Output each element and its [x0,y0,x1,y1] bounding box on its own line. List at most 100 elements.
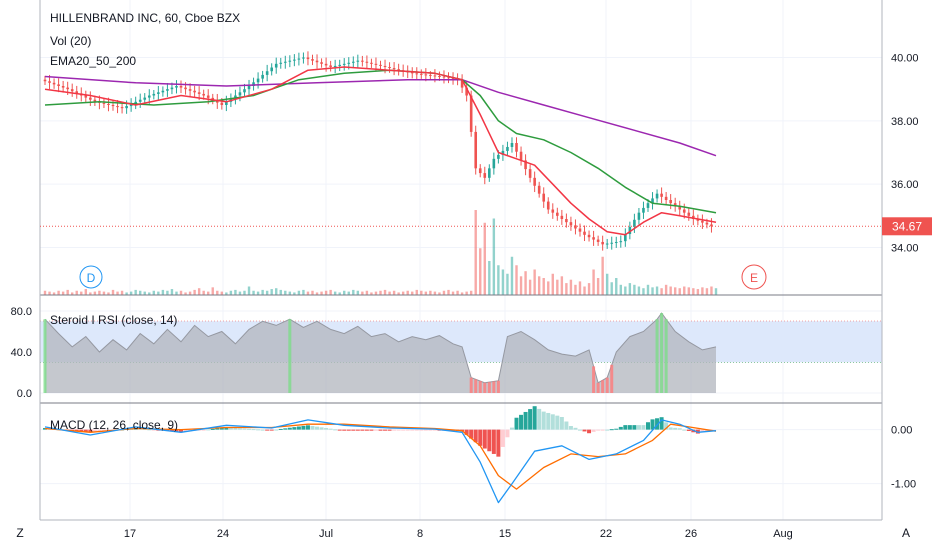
macd-histogram-bar [219,427,224,430]
candle-body [320,62,323,64]
volume-bar [551,273,554,295]
volume-bar [197,288,201,295]
volume-legend[interactable]: Vol (20) [50,34,91,48]
volume-bar [610,282,613,295]
volume-bar [66,289,69,295]
candle-body [660,193,663,197]
volume-bar [447,289,450,295]
volume-bar [170,289,174,295]
macd-histogram-bar [419,429,424,431]
macd-histogram-bar [582,429,587,432]
auto-scale-button[interactable]: A [902,526,910,540]
symbol-title[interactable]: HILLENBRAND INC, 60, Cboe BZX [50,11,240,25]
volume-bar [433,291,437,295]
volume-bar [43,290,47,295]
earnings-badge-label: E [750,271,758,285]
candle-body [157,92,160,94]
candle-body [252,82,255,86]
volume-bar [683,286,686,295]
volume-bar [302,289,305,295]
macd-histogram-bar [169,429,174,432]
macd-histogram-bar [70,429,75,431]
volume-bar [75,290,78,295]
candle-body [170,87,174,90]
candle-body [152,93,156,96]
rsi-legend[interactable]: Steroid I RSI (close, 14) [50,313,177,327]
macd-histogram-bar [256,429,261,431]
candle-body [206,95,210,98]
candle-body [596,239,600,242]
candle-body [478,168,482,174]
earnings-badge[interactable] [741,264,767,290]
macd-histogram-bar [677,428,682,430]
volume-bar [143,291,146,295]
time-axis-label: 8 [417,528,423,540]
time-axis-label: 15 [499,528,511,540]
macd-axis-label: -1.00 [891,479,916,491]
macd-histogram-bar [600,429,605,431]
macd-histogram-bar [546,412,551,430]
candle-body [415,73,419,75]
macd-histogram-bar [83,429,88,432]
volume-bar [510,256,514,295]
candle-body [710,224,713,227]
macd-histogram-bar [414,429,419,431]
candle-body [48,81,51,83]
macd-histogram-bar [310,425,315,430]
candle-body [515,143,518,152]
volume-bar [411,291,414,295]
volume-bar [279,289,282,295]
macd-histogram-bar [487,429,492,452]
candle-body [556,212,559,216]
rsi-plot [43,312,717,393]
volume-bar [596,278,600,295]
candle-body [116,106,119,108]
macd-histogram-bar [641,425,646,430]
volume-bar [460,292,464,295]
candle-body [102,102,106,104]
candle-body [66,87,69,90]
macd-histogram-bar [260,429,265,431]
dividend-badge[interactable] [79,265,103,289]
candle-body [193,90,196,93]
macd-histogram-bar [464,429,469,435]
candle-body [628,226,632,235]
volume-bar [220,291,224,295]
volume-bar [365,290,369,295]
candle-body [93,99,97,102]
macd-histogram-bar [396,429,401,431]
macd-histogram-bar [183,429,188,432]
zoom-button[interactable]: Z [16,526,23,540]
macd-histogram-bar [405,429,410,431]
ema-legend[interactable]: EMA20_50_200 [50,54,136,68]
candle-body [614,241,618,243]
volume-bar [497,265,500,295]
macd-histogram-bar [655,418,660,430]
macd-histogram-bar [328,428,333,430]
rsi-oversold-bar [492,381,496,393]
macd-histogram-bar [383,429,388,431]
rsi-overbought-bar [660,313,664,393]
volume-bar [673,287,677,295]
candle-body [460,79,464,88]
volume-bar [261,289,264,295]
volume-bar [619,284,622,295]
volume-bar [379,290,382,295]
macd-legend[interactable]: MACD (12, 26, close, 9) [50,418,178,432]
volume-bar [442,290,446,295]
macd-histogram-bar [292,427,297,430]
rsi-overbought-bar [288,319,292,393]
volume-bar [202,290,205,295]
candle-body [311,59,314,61]
candle-body [356,60,360,62]
volume-bar [306,291,310,295]
volume-bar [542,278,545,295]
macd-histogram-bar [700,429,705,433]
macd-histogram-bar [645,422,650,430]
macd-line [44,419,717,504]
candle-body [75,91,79,94]
macd-histogram-bar [541,411,546,430]
rsi-oversold-bar [605,377,609,393]
time-axis-label: Jul [319,528,333,540]
volume-bar [247,286,251,295]
